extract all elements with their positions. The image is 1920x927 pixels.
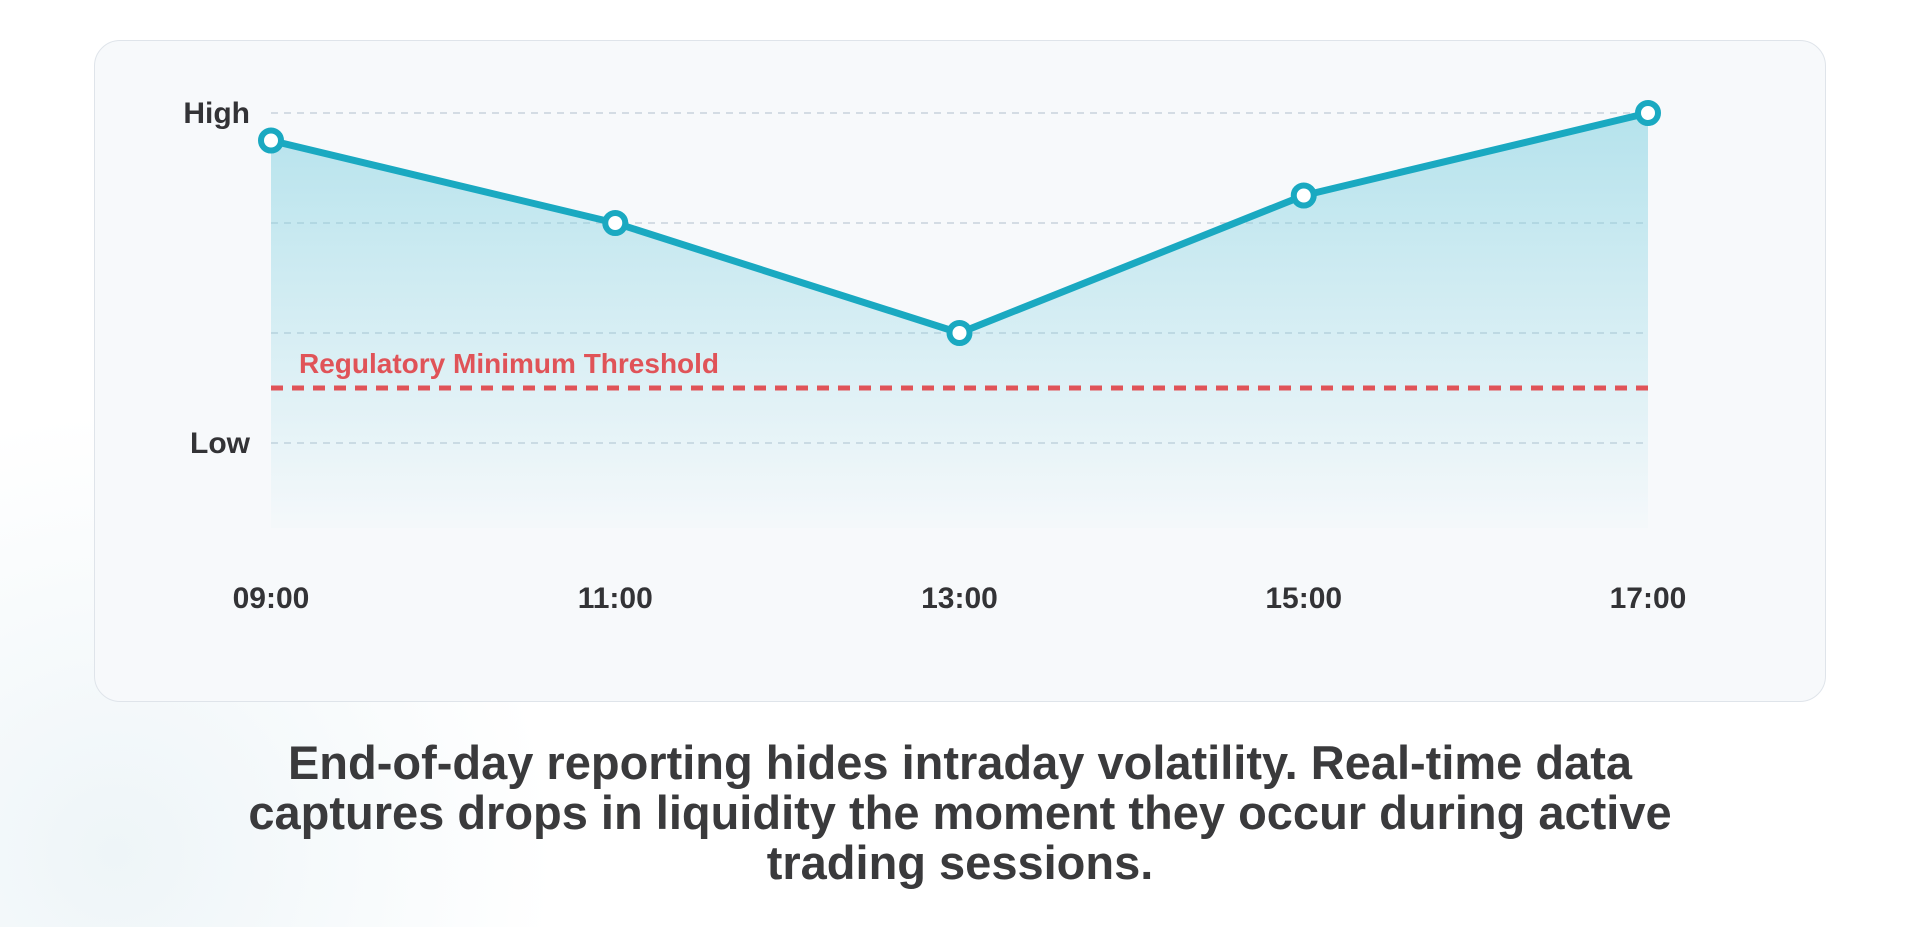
data-points bbox=[258, 100, 1661, 346]
chart-caption: End-of-day reporting hides intraday vola… bbox=[248, 736, 1672, 889]
threshold-label: Regulatory Minimum Threshold bbox=[299, 348, 719, 379]
y-axis-labels: High Low bbox=[183, 97, 250, 460]
data-point-0900 bbox=[258, 127, 284, 154]
x-tick-label-0900: 09:00 bbox=[233, 582, 310, 615]
y-tick-label-0: High bbox=[183, 97, 250, 130]
threshold: Regulatory Minimum Threshold bbox=[271, 348, 1648, 391]
data-point-1100 bbox=[602, 210, 629, 236]
data-point-1300 bbox=[946, 320, 973, 346]
data-point-1700 bbox=[1635, 100, 1661, 126]
x-tick-label-1300: 13:00 bbox=[921, 582, 998, 615]
area-fill bbox=[271, 113, 1648, 528]
x-axis-labels: 09:00 11:00 13:00 15:00 17:00 bbox=[233, 582, 1687, 615]
x-tick-label-1700: 17:00 bbox=[1610, 582, 1687, 615]
data-point-1500 bbox=[1290, 182, 1317, 209]
x-tick-label-1500: 15:00 bbox=[1265, 582, 1342, 615]
y-tick-label-1: Low bbox=[190, 427, 251, 460]
x-tick-label-1100: 11:00 bbox=[578, 582, 653, 615]
